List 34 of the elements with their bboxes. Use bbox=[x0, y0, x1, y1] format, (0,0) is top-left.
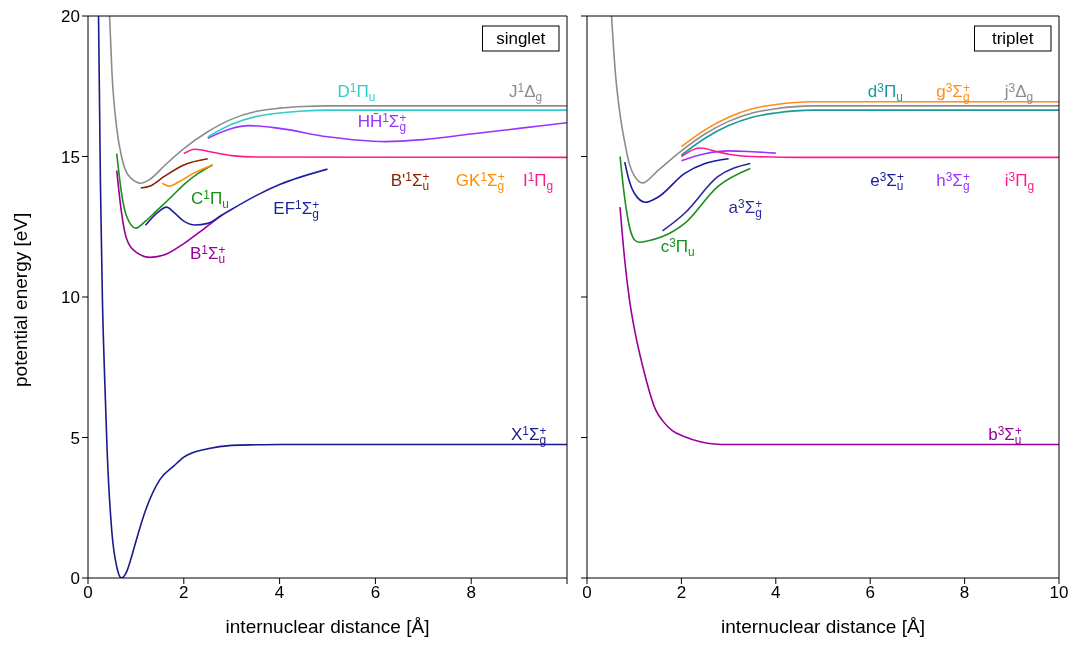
y-tick-label: 5 bbox=[70, 428, 80, 448]
x-tick-label: 8 bbox=[466, 583, 476, 603]
y-tick-label: 15 bbox=[61, 147, 80, 167]
x-tick-label: 2 bbox=[179, 583, 189, 603]
series-label: C$^{1}$Π$_{u}$ bbox=[190, 187, 229, 211]
line-series bbox=[206, 109, 567, 138]
x-tick-label: 6 bbox=[370, 583, 381, 603]
x-tick-label: 0 bbox=[83, 583, 93, 603]
series-label: I$^{1}$Π$_{g}$ bbox=[522, 169, 554, 193]
x-tick-label: 8 bbox=[959, 583, 970, 603]
y-tick-label: 0 bbox=[70, 569, 80, 589]
line-series bbox=[144, 168, 329, 227]
series-label: i$^{3}$Π$_{g}$ bbox=[1004, 169, 1035, 193]
x-tick-label: 6 bbox=[865, 583, 875, 603]
y-tick-label: 20 bbox=[61, 7, 80, 27]
x-tick-label: 2 bbox=[676, 583, 687, 603]
line-series bbox=[161, 164, 214, 187]
x-tick-label: 4 bbox=[771, 583, 781, 603]
series-label: c$^{3}$Π$_{u}$ bbox=[660, 235, 695, 259]
line-series bbox=[183, 148, 567, 159]
x-tick-label: 0 bbox=[582, 583, 592, 603]
line-series bbox=[139, 157, 209, 189]
x-axis-title: internuclear distance [Å] bbox=[721, 616, 925, 637]
series-label: j$^{3}$Δ$_{g}$ bbox=[1003, 81, 1034, 105]
x-tick-label: 4 bbox=[274, 583, 285, 603]
series-label: d$^{3}$Π$_{u}$ bbox=[867, 81, 903, 105]
series-label: D$^{1}$Π$_{u}$ bbox=[337, 81, 376, 105]
annotation: triplet bbox=[991, 29, 1034, 48]
x-tick-label: 10 bbox=[1049, 583, 1069, 603]
annotation: singlet bbox=[496, 29, 546, 48]
x-axis-title: internuclear distance [Å] bbox=[225, 616, 430, 637]
series-label: J$^{1}$Δ$_{g}$ bbox=[509, 81, 543, 105]
y-tick-label: 10 bbox=[61, 288, 80, 308]
y-axis-title: potential energy [eV] bbox=[9, 212, 31, 387]
